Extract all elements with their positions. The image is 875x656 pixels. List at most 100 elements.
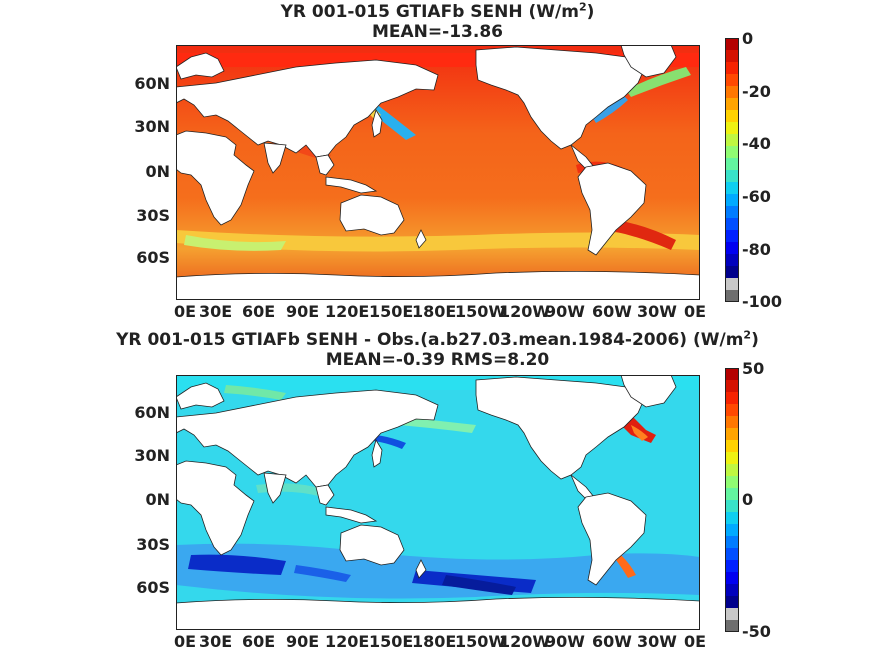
panel2-lon-tick: 120W [499, 632, 551, 651]
panel1-colorbar-tick: -60 [742, 187, 771, 206]
panel1-lon-tick: 150W [455, 302, 507, 321]
panel2-lon-tick: 90W [545, 632, 585, 651]
panel2-lat-tick: 30S [136, 535, 170, 554]
panel2-land-south-america [577, 492, 647, 586]
panel1-lat-tick: 60S [136, 248, 170, 267]
colorbar-band [725, 524, 739, 537]
colorbar-band [725, 122, 739, 135]
colorbar-band [725, 380, 739, 393]
colorbar-band [725, 146, 739, 159]
panel2-lon-tick: 120E [325, 632, 370, 651]
panel2-lon-tick: 90E [286, 632, 320, 651]
panel2-map [176, 375, 700, 630]
colorbar-band [725, 476, 739, 489]
panel1-colorbar-tick: -40 [742, 134, 771, 153]
panel1-lon-tick: 60W [592, 302, 632, 321]
colorbar-band [725, 488, 739, 501]
panel1-land-greenland [620, 45, 677, 78]
panel2-lon-tick: 180E [412, 632, 457, 651]
panel2-land-indonesia [325, 506, 378, 524]
panel2-land-north-america [475, 376, 647, 480]
panel2-lon-tick: 60W [592, 632, 632, 651]
panel2-lat-tick: 30N [134, 446, 170, 465]
panel1-lon-tick: 90E [286, 302, 320, 321]
colorbar-band [725, 500, 739, 513]
panel2-lon-tick: 150E [369, 632, 414, 651]
panel2-lon-tick: 0E [174, 632, 197, 651]
panel2-land-japan [371, 438, 383, 468]
panel1-lon-tick: 30W [637, 302, 677, 321]
colorbar-band [725, 416, 739, 429]
colorbar-band [725, 206, 739, 219]
panel1-lon-tick: 0E [174, 302, 197, 321]
colorbar-band [725, 98, 739, 111]
colorbar-band [725, 278, 739, 291]
panel1-lat-tick: 0N [145, 162, 170, 181]
panel1-land-antarctica [176, 271, 700, 300]
colorbar-band [725, 572, 739, 585]
colorbar-band [725, 170, 739, 183]
panel2-colorbar-tick: 0 [742, 490, 754, 509]
panel2-colorbar [725, 368, 739, 632]
panel1-land-eurasia [176, 59, 439, 158]
colorbar-band [725, 254, 739, 267]
colorbar-band [725, 620, 739, 632]
panel1-land [176, 45, 700, 300]
colorbar-band [725, 536, 739, 549]
colorbar-band [725, 134, 739, 147]
panel2-lon-tick: 0E [684, 632, 707, 651]
panel2-land-antarctica [176, 597, 700, 630]
colorbar-band [725, 38, 739, 51]
panel2-colorbar-tick: -50 [742, 622, 771, 641]
panel2-land-new-zealand [415, 559, 427, 579]
panel1-land-north-america [475, 46, 647, 150]
colorbar-band [725, 512, 739, 525]
panel1-colorbar [725, 38, 739, 302]
panel2-colorbar-tick: 50 [742, 359, 765, 378]
panel1-lon-tick: 120W [499, 302, 551, 321]
panel1-land-new-zealand [415, 229, 427, 249]
panel1-land-indonesia [325, 176, 378, 194]
panel1-lat-tick: 60N [134, 74, 170, 93]
panel2-land-se-asia [315, 484, 335, 506]
panel1-lat-tick: 30S [136, 206, 170, 225]
panel1-lon-tick: 150E [369, 302, 414, 321]
colorbar-band [725, 242, 739, 255]
colorbar-band [725, 440, 739, 453]
colorbar-band [725, 560, 739, 573]
panel1-land-india [263, 142, 287, 174]
colorbar-band [725, 158, 739, 171]
colorbar-band [725, 548, 739, 561]
panel1-land-se-asia [315, 154, 335, 176]
colorbar-band [725, 182, 739, 195]
panel2-lon-tick: 60E [242, 632, 276, 651]
panel2-lon-tick: 30W [637, 632, 677, 651]
panel2-land [176, 375, 700, 630]
colorbar-band [725, 404, 739, 417]
panel1-land-south-america [577, 162, 647, 256]
panel1-colorbar-tick: 0 [742, 29, 754, 48]
panel2-title: YR 001-015 GTIAFb SENH - Obs.(a.b27.03.m… [116, 328, 759, 350]
colorbar-band [725, 110, 739, 123]
colorbar-band [725, 74, 739, 87]
panel1-land-japan [371, 108, 383, 138]
colorbar-band [725, 584, 739, 597]
panel2-subtitle: MEAN=-0.39 RMS=8.20 [325, 350, 550, 370]
colorbar-band [725, 368, 739, 381]
panel1-lon-tick: 60E [242, 302, 276, 321]
colorbar-band [725, 464, 739, 477]
panel2-land-europe-north [176, 382, 225, 410]
panel1-colorbar-tick: -100 [742, 292, 783, 311]
colorbar-band [725, 218, 739, 231]
colorbar-band [725, 290, 739, 302]
panel1-land-australia [339, 194, 405, 236]
panel1-lon-tick: 90W [545, 302, 585, 321]
panel1-lon-tick: 0E [684, 302, 707, 321]
panel1-land-europe-north [176, 52, 225, 80]
colorbar-band [725, 50, 739, 63]
panel2-land-india [263, 472, 287, 504]
panel1-map [176, 45, 700, 300]
panel2-land-eurasia [176, 389, 439, 488]
colorbar-band [725, 392, 739, 405]
colorbar-band [725, 86, 739, 99]
